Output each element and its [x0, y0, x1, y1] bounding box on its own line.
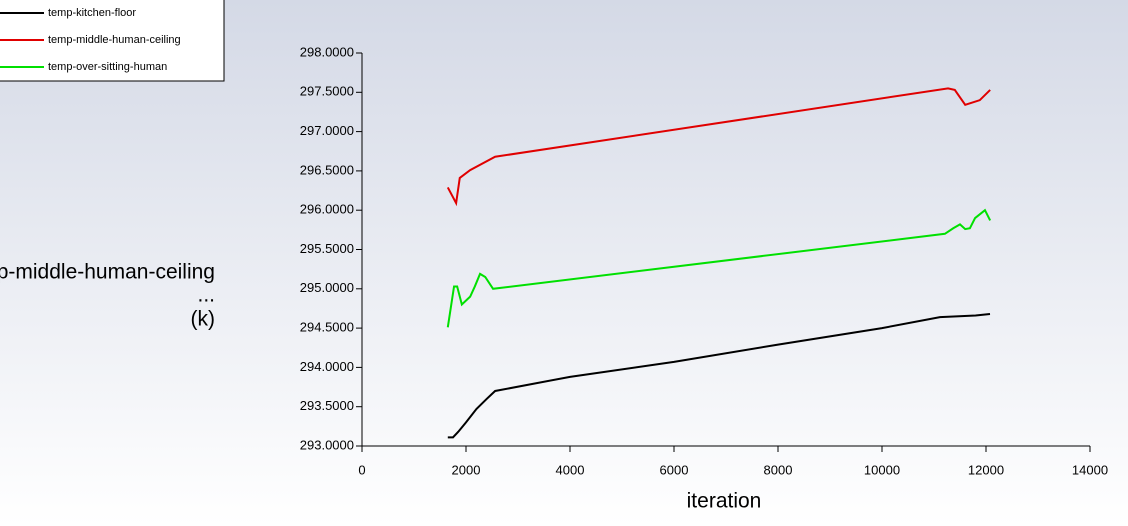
- y-tick-label: 294.0000: [300, 359, 354, 374]
- x-axis-label: iteration: [687, 490, 762, 513]
- x-tick-label: 8000: [764, 462, 793, 477]
- series-line: [446, 208, 992, 328]
- x-tick-label: 0: [358, 462, 365, 477]
- x-tick-label: 6000: [660, 462, 689, 477]
- y-tick-label: 298.0000: [300, 44, 354, 59]
- series-line: [446, 87, 991, 207]
- y-tick-label: 293.5000: [300, 398, 354, 413]
- y-tick-label: 296.5000: [300, 162, 354, 177]
- y-axis-label: temp-middle-human-ceiling: [0, 261, 215, 284]
- x-tick-label: 2000: [452, 462, 481, 477]
- y-tick-label: 297.5000: [300, 84, 354, 99]
- y-tick-label: 295.0000: [300, 280, 354, 295]
- y-axis-label: (k): [191, 308, 216, 331]
- x-tick-label: 14000: [1072, 462, 1108, 477]
- legend-label: temp-over-sitting-human: [48, 61, 167, 73]
- x-tick-label: 4000: [556, 462, 585, 477]
- legend-label: temp-kitchen-floor: [48, 7, 136, 19]
- y-tick-label: 296.0000: [300, 202, 354, 217]
- x-tick-label: 10000: [864, 462, 900, 477]
- y-tick-label: 295.5000: [300, 241, 354, 256]
- y-tick-label: 297.0000: [300, 123, 354, 138]
- y-tick-label: 293.0000: [300, 437, 354, 452]
- legend-label: temp-middle-human-ceiling: [48, 34, 181, 46]
- y-axis-label: ...: [197, 284, 215, 307]
- x-tick-label: 12000: [968, 462, 1004, 477]
- series-line: [447, 312, 991, 439]
- y-tick-label: 294.5000: [300, 320, 354, 335]
